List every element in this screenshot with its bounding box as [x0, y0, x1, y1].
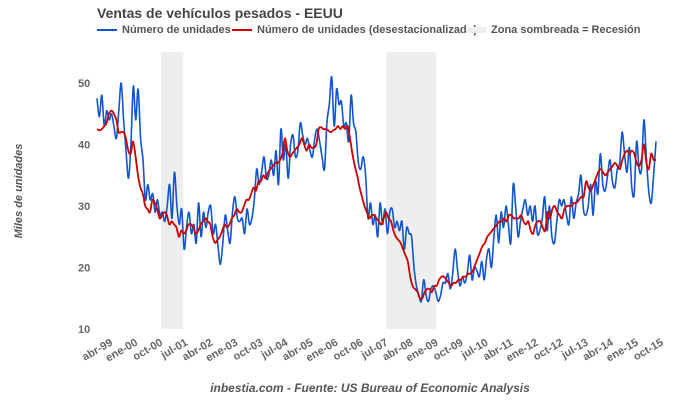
legend-item-recession: Zona sombreada = Recesión — [467, 24, 640, 36]
legend-label-recession: Zona sombreada = Recesión — [491, 24, 641, 36]
recession-shading — [160, 52, 437, 329]
legend-label-units: Número de unidades — [122, 24, 231, 36]
series-line-seasonally-adjusted — [96, 109, 657, 300]
y-axis: 10 20 30 40 50 — [78, 78, 90, 336]
y-tick-label: 30 — [78, 201, 90, 213]
y-tick-label: 20 — [78, 263, 90, 275]
recession-band-2 — [386, 52, 437, 329]
x-axis: abr-99ene-00oct-00jul-01abr-02ene-03oct-… — [80, 336, 665, 364]
chart-title: Ventas de vehículos pesados - EEUU — [97, 5, 343, 21]
legend-item-units[interactable]: Número de unidades — [97, 24, 231, 36]
y-tick-label: 50 — [78, 78, 90, 90]
legend-recession-swatch-icon — [467, 27, 486, 33]
y-tick-label: 40 — [78, 140, 90, 152]
recession-band-1 — [160, 52, 184, 329]
source-footer: inbestia.com - Fuente: US Bureau of Econ… — [210, 381, 530, 395]
y-tick-label: 10 — [78, 324, 90, 336]
series-lines — [96, 75, 657, 303]
legend-line-red-icon — [232, 29, 252, 31]
series-line-units — [96, 75, 657, 303]
legend-label-seasonally-adjusted: Número de unidades (desestacionalizado) — [257, 24, 478, 36]
legend-line-blue-icon — [97, 29, 117, 31]
legend-item-seasonally-adjusted[interactable]: Número de unidades (desestacionalizado) — [232, 24, 477, 36]
